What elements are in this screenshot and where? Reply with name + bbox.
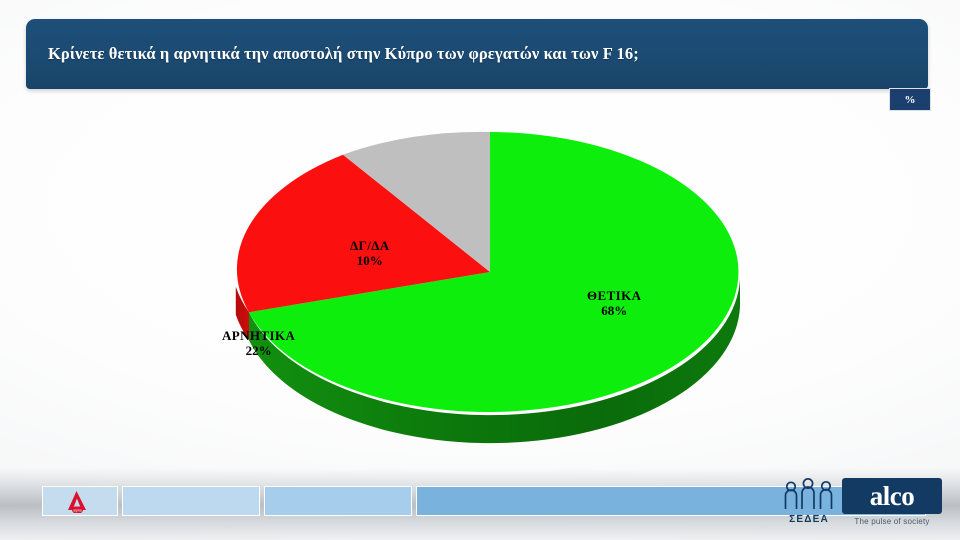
alco-wordmark: alco <box>869 480 915 511</box>
alpha-tv-logo-icon: alpha <box>68 491 86 513</box>
slice-label-thetika-name: ΘΕΤΙΚΑ <box>587 288 642 303</box>
title-bar: Κρίνετε θετικά η αρνητικά την αποστολή σ… <box>26 19 928 89</box>
footer-segment-4 <box>416 486 926 516</box>
percent-unit-badge: % <box>889 88 931 111</box>
slice-label-thetika-value: 68% <box>601 303 628 319</box>
slice-label-arnitika-name: ΑΡΝΗΤΙΚΑ <box>222 328 296 343</box>
green-slice-side <box>249 272 741 444</box>
pie-chart-svg <box>235 131 741 444</box>
slice-arnitika[interactable] <box>236 154 490 313</box>
footer-segment-1: alpha <box>42 486 118 516</box>
sedea-people-icon <box>784 478 833 509</box>
slice-thetika[interactable] <box>249 132 739 412</box>
pie-chart: ΘΕΤΙΚΑ 68% ΑΡΝΗΤΙΚΑ 22% ΔΓ/ΔΑ 10% <box>150 100 830 480</box>
svg-text:alpha: alpha <box>73 508 81 512</box>
footer-bar: alpha ΣΕΔΕΑ <box>0 468 960 540</box>
footer-segment-2 <box>122 486 260 516</box>
pie-top-faces <box>236 131 739 412</box>
footer-segment-3 <box>264 486 412 516</box>
slice-label-dgda: ΔΓ/ΔΑ 10% <box>350 238 390 269</box>
footer-segment-bar: alpha <box>42 486 926 516</box>
slice-dgda[interactable] <box>343 131 490 272</box>
slice-label-dgda-name: ΔΓ/ΔΑ <box>350 238 390 253</box>
sedea-logo: ΣΕΔΕΑ <box>772 478 846 526</box>
alco-tagline: The pulse of society <box>854 517 930 526</box>
red-slice-side <box>235 286 249 341</box>
slice-label-arnitika-value: 22% <box>245 343 272 359</box>
alco-logo: alco The pulse of society <box>842 478 942 532</box>
percent-unit-label: % <box>904 93 916 106</box>
pie-3d-side-walls <box>235 272 741 444</box>
slice-label-arnitika: ΑΡΝΗΤΙΚΑ 22% <box>222 328 295 359</box>
alco-logo-box: alco <box>842 478 942 514</box>
sedea-wordmark: ΣΕΔΕΑ <box>789 514 829 525</box>
slice-label-thetika: ΘΕΤΙΚΑ 68% <box>587 288 641 319</box>
page-title: Κρίνετε θετικά η αρνητικά την αποστολή σ… <box>48 43 639 63</box>
slice-label-dgda-value: 10% <box>356 253 383 269</box>
